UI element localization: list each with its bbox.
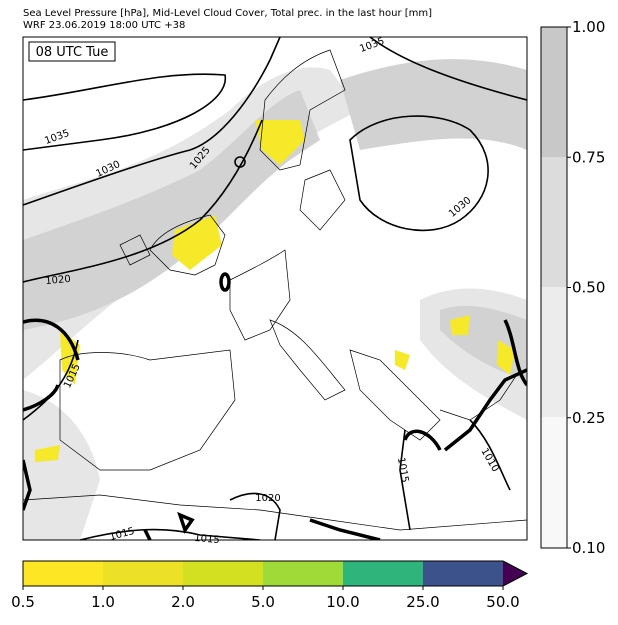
- contour-label: 1015: [395, 457, 410, 484]
- tick-label: 0.5: [11, 593, 35, 611]
- contour-label: 1020: [255, 493, 280, 504]
- cloud-colorbar: 0.10 0.25 0.50 0.75 1.00: [540, 18, 605, 557]
- tick-label: 5.0: [251, 593, 275, 611]
- contour-label: 1015: [194, 533, 220, 546]
- tick-label: 0.25: [572, 409, 605, 427]
- tick-label: 2.0: [171, 593, 195, 611]
- tick-label: 25.0: [406, 593, 439, 611]
- tick-label: 0.50: [572, 279, 605, 297]
- contour-label: 1020: [45, 274, 71, 287]
- title: Sea Level Pressure [hPa], Mid-Level Clou…: [23, 8, 432, 19]
- precip-colorbar: 0.5 1.0 2.0 5.0 10.0 25.0 50.0: [11, 560, 529, 611]
- tick-label: 50.0: [486, 593, 519, 611]
- tick-label: 1.0: [91, 593, 115, 611]
- tick-label: 1.00: [572, 18, 605, 36]
- subtitle: WRF 23.06.2019 18:00 UTC +38: [23, 20, 185, 31]
- tick-label: 0.75: [572, 148, 605, 166]
- tick-label: 10.0: [326, 593, 359, 611]
- time-label: 08 UTC Tue: [36, 45, 109, 60]
- tick-label: 0.10: [572, 539, 605, 557]
